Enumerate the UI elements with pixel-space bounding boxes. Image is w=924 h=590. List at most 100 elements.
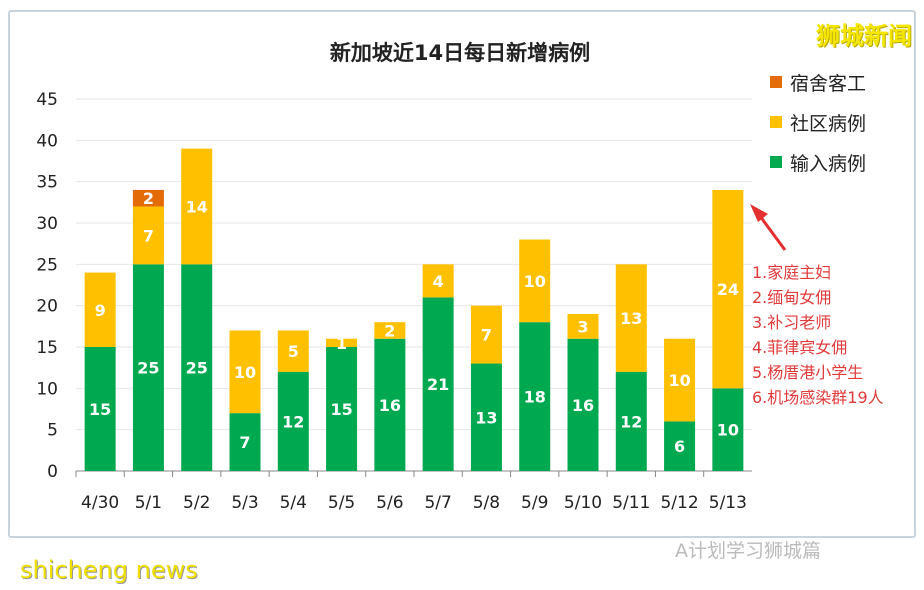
bar-segment xyxy=(277,371,309,471)
legend-item: 社区病例 xyxy=(770,102,866,142)
x-tick-label: 5/4 xyxy=(280,493,307,513)
bar-segment xyxy=(519,322,551,471)
y-tick-label: 10 xyxy=(36,379,58,399)
data-label: 13 xyxy=(475,408,497,427)
bar-segment xyxy=(374,338,406,471)
y-tick-label: 0 xyxy=(47,462,58,482)
x-tick-label: 5/11 xyxy=(612,493,650,513)
x-tick-label: 4/30 xyxy=(81,493,119,513)
bar-segment xyxy=(326,347,358,471)
bar-segment xyxy=(132,264,164,471)
bar-segment xyxy=(615,371,647,471)
y-tick-label: 30 xyxy=(36,214,58,234)
brand-logo: 狮城新闻 xyxy=(816,22,912,50)
x-tick-label: 5/13 xyxy=(709,493,747,513)
data-label: 18 xyxy=(524,388,546,407)
data-label: 13 xyxy=(620,309,642,328)
data-label: 12 xyxy=(282,412,304,431)
data-label: 10 xyxy=(234,363,256,382)
note-item: 6.机场感染群19人 xyxy=(752,388,884,407)
bar-segment xyxy=(615,264,647,372)
bar-segment xyxy=(132,206,164,265)
data-label: 12 xyxy=(620,412,642,431)
note-item: 4.菲律宾女佣 xyxy=(752,338,848,357)
bar-segment xyxy=(277,330,309,372)
bar-segment xyxy=(664,338,696,422)
annotation-notes: 1.家庭主妇 2.缅甸女佣 3.补习老师 4.菲律宾女佣 5.杨厝港小学生 6.机场感染群… xyxy=(752,260,884,410)
data-label: 14 xyxy=(186,197,208,216)
y-tick-label: 45 xyxy=(36,90,58,110)
legend-label: 输入病例 xyxy=(790,152,867,175)
x-tick-label: 5/7 xyxy=(424,493,451,513)
data-label: 7 xyxy=(481,326,492,345)
legend: 宿舍客工社区病例输入病例 xyxy=(770,62,866,182)
data-label: 3 xyxy=(577,317,588,336)
data-label: 24 xyxy=(717,280,739,299)
x-tick-label: 5/1 xyxy=(135,493,162,513)
x-tick-label: 5/8 xyxy=(473,493,500,513)
data-label: 1 xyxy=(336,334,347,353)
bar-segment xyxy=(470,305,502,364)
bar-segment xyxy=(229,330,261,414)
bar-segment xyxy=(229,413,261,471)
legend-swatch xyxy=(770,156,782,168)
legend-swatch xyxy=(770,116,782,128)
legend-label: 宿舍客工 xyxy=(790,72,867,95)
data-label: 16 xyxy=(379,396,401,415)
bar-segment xyxy=(132,189,164,207)
note-item: 5.杨厝港小学生 xyxy=(752,363,864,382)
data-label: 15 xyxy=(89,400,111,419)
data-label: 21 xyxy=(427,375,449,394)
data-label: 10 xyxy=(524,272,546,291)
x-tick-label: 5/10 xyxy=(564,493,602,513)
data-label: 2 xyxy=(384,321,395,340)
legend-item: 输入病例 xyxy=(770,142,866,182)
legend-label: 社区病例 xyxy=(790,112,867,135)
data-label: 10 xyxy=(717,421,739,440)
chart-frame xyxy=(8,10,916,538)
y-tick-label: 35 xyxy=(36,173,58,193)
x-tick-label: 5/6 xyxy=(376,493,403,513)
legend-item: 宿舍客工 xyxy=(770,62,866,102)
bar-segment xyxy=(519,239,551,323)
x-tick-label: 5/12 xyxy=(660,493,698,513)
data-label: 4 xyxy=(433,272,444,291)
x-tick-label: 5/5 xyxy=(328,493,355,513)
note-item: 2.缅甸女佣 xyxy=(752,288,832,307)
bar-segment xyxy=(181,264,213,471)
watermark: A计划学习狮城篇 xyxy=(675,540,821,562)
data-label: 25 xyxy=(186,359,208,378)
data-label: 7 xyxy=(143,226,154,245)
data-label: 10 xyxy=(668,371,690,390)
bar-segment xyxy=(664,421,696,471)
bar-segment xyxy=(712,189,744,389)
data-label: 25 xyxy=(137,359,159,378)
data-label: 9 xyxy=(95,301,106,320)
y-tick-label: 40 xyxy=(36,131,58,151)
bar-segment xyxy=(422,297,454,471)
bar-segment xyxy=(567,313,599,339)
y-tick-label: 20 xyxy=(36,297,58,317)
y-tick-label: 15 xyxy=(36,338,58,358)
note-item: 1.家庭主妇 xyxy=(752,263,832,282)
data-label: 2 xyxy=(143,189,154,208)
arrow-head-icon xyxy=(750,204,768,222)
legend-swatch xyxy=(770,76,782,88)
x-tick-label: 5/3 xyxy=(231,493,258,513)
bar-segment xyxy=(84,272,116,347)
data-label: 16 xyxy=(572,396,594,415)
data-label: 15 xyxy=(330,400,352,419)
bar-segment xyxy=(712,388,744,471)
watermark-shicheng: shicheng news xyxy=(20,556,198,584)
bar-segment xyxy=(470,363,502,471)
x-tick-label: 5/9 xyxy=(521,493,548,513)
chart-title: 新加坡近14日每日新增病例 xyxy=(330,41,590,65)
bar-segment xyxy=(422,264,454,298)
bar-segment xyxy=(84,347,116,471)
data-label: 5 xyxy=(288,342,299,361)
y-tick-label: 5 xyxy=(47,421,58,441)
data-label: 7 xyxy=(239,433,250,452)
x-tick-label: 5/2 xyxy=(183,493,210,513)
data-label: 6 xyxy=(674,437,685,456)
